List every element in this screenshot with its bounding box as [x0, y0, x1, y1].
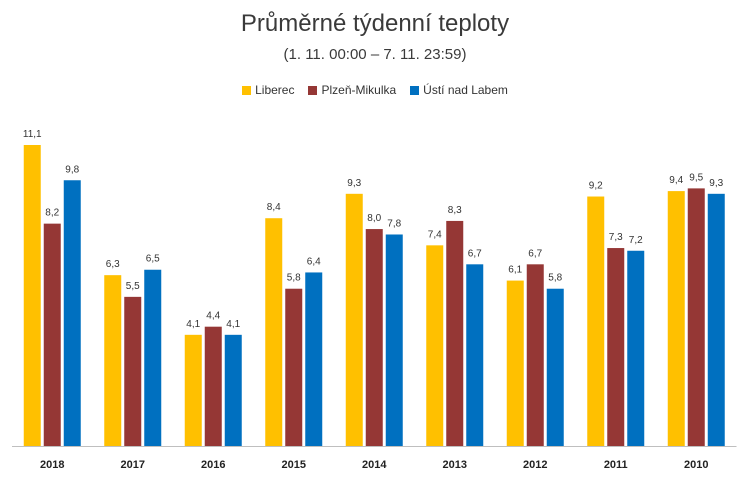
bar-2013-1 [446, 220, 464, 446]
bar-2013-0 [426, 245, 444, 446]
data-label-2017-0: 6,3 [106, 259, 120, 270]
bar-2016-0 [184, 334, 202, 446]
legend-item-plzen: Plzeň-Mikulka [308, 83, 396, 97]
bar-2016-1 [204, 326, 222, 446]
data-label-2012-0: 6,1 [508, 265, 522, 276]
bar-2015-0 [265, 218, 283, 446]
x-tick-label-2011: 2011 [604, 459, 628, 471]
legend-item-liberec: Liberec [242, 83, 294, 97]
data-label-2018-2: 9,8 [65, 164, 79, 175]
legend: Liberec Plzeň-Mikulka Ústí nad Labem [0, 83, 750, 97]
data-label-2015-0: 8,4 [267, 202, 281, 213]
x-tick-label-2017: 2017 [121, 459, 145, 471]
x-tick-label-2012: 2012 [523, 459, 547, 471]
data-label-2016-1: 4,4 [206, 311, 220, 322]
x-tick-label-2018: 2018 [40, 459, 64, 471]
bar-2018-2 [63, 180, 81, 446]
legend-label-liberec: Liberec [255, 83, 295, 97]
data-label-2014-1: 8,0 [367, 213, 381, 224]
data-label-2013-2: 6,7 [468, 248, 482, 259]
x-tick-label-2015: 2015 [282, 459, 306, 471]
bar-2012-0 [506, 280, 524, 446]
bar-2018-1 [43, 223, 61, 446]
chart-subtitle: (1. 11. 00:00 – 7. 11. 23:59) [283, 46, 467, 63]
bar-2012-1 [526, 264, 544, 446]
bar-2011-1 [607, 248, 625, 446]
data-label-2016-0: 4,1 [186, 319, 200, 330]
data-label-2012-2: 5,8 [548, 273, 562, 284]
bar-2018-0 [23, 145, 41, 446]
data-label-2017-1: 5,5 [126, 281, 140, 292]
data-label-2010-2: 9,3 [709, 178, 723, 189]
bar-2017-0 [104, 275, 122, 446]
legend-swatch-liberec [242, 85, 252, 95]
bar-2017-1 [124, 296, 142, 446]
bar-2015-1 [285, 288, 303, 446]
legend-swatch-plzen [308, 85, 318, 95]
data-label-2011-0: 9,2 [589, 181, 603, 192]
data-label-2016-2: 4,1 [226, 319, 240, 330]
bar-2010-2 [707, 193, 725, 446]
data-label-2012-1: 6,7 [528, 248, 542, 259]
data-label-2015-2: 6,4 [307, 256, 321, 267]
x-tick-label-2014: 2014 [362, 459, 387, 471]
bar-2017-2 [144, 269, 162, 446]
data-label-2018-1: 8,2 [45, 208, 59, 219]
chart-title: Průměrné týdenní teploty [240, 10, 510, 37]
bar-2011-2 [627, 250, 645, 446]
bar-2013-2 [466, 264, 484, 446]
x-tick-label-2016: 2016 [201, 459, 225, 471]
x-tick-label-2010: 2010 [684, 459, 708, 471]
x-tick-label-2013: 2013 [443, 459, 467, 471]
bar-2014-1 [365, 229, 383, 446]
legend-item-usti: Ústí nad Labem [410, 83, 508, 97]
data-label-2011-2: 7,2 [629, 235, 643, 246]
data-label-2011-1: 7,3 [609, 232, 623, 243]
data-label-2017-2: 6,5 [146, 254, 160, 265]
bar-2014-2 [385, 234, 403, 446]
data-label-2014-0: 9,3 [347, 178, 361, 189]
data-label-2010-0: 9,4 [669, 175, 683, 186]
bar-2010-0 [667, 191, 685, 446]
data-label-2013-1: 8,3 [448, 205, 462, 216]
legend-label-plzen: Plzeň-Mikulka [321, 83, 397, 97]
data-label-2018-0: 11,1 [23, 129, 42, 140]
bar-2016-2 [224, 334, 242, 446]
bar-2012-2 [546, 288, 564, 446]
bar-2015-2 [305, 272, 323, 446]
bar-2014-0 [345, 193, 363, 446]
bar-2011-0 [587, 196, 605, 446]
legend-swatch-usti [410, 85, 420, 95]
data-label-2010-1: 9,5 [689, 172, 703, 183]
data-label-2013-0: 7,4 [428, 229, 442, 240]
data-label-2015-1: 5,8 [287, 273, 301, 284]
data-label-2014-2: 7,8 [387, 218, 401, 229]
legend-label-usti: Ústí nad Labem [423, 83, 508, 97]
bar-2010-1 [687, 188, 705, 446]
